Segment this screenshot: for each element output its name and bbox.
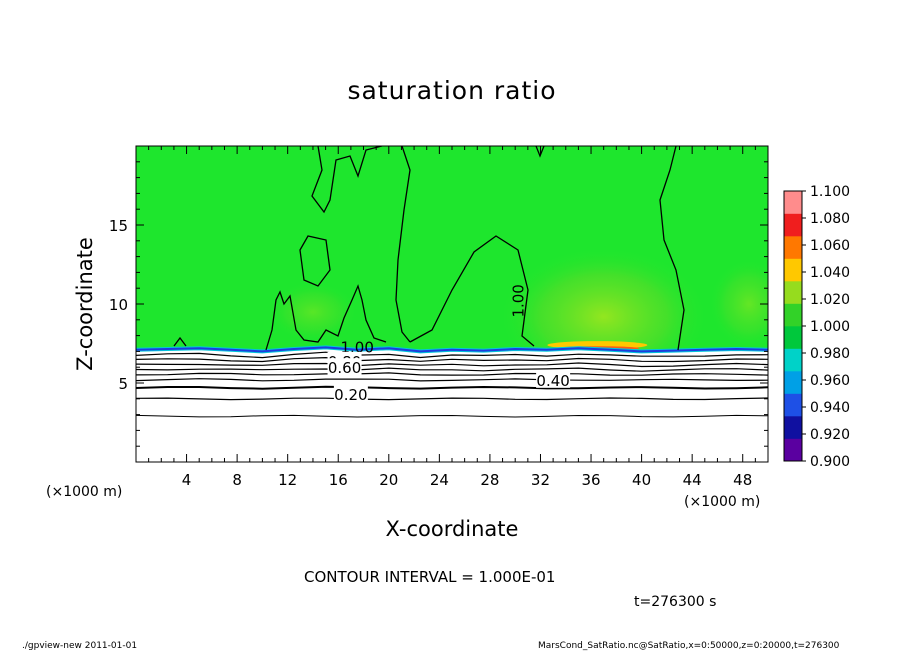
contour-line-1.00 — [535, 146, 545, 158]
colorbar-cell — [784, 258, 802, 282]
moist-region-right — [709, 259, 768, 349]
x-tick-label: 24 — [430, 471, 449, 489]
contour-label-bg — [333, 385, 368, 403]
contour-label: 0.40 — [536, 372, 569, 390]
colorbar-cell — [784, 303, 802, 327]
colorbar-label: 0.940 — [810, 400, 850, 416]
time-stamp: t=276300 s — [634, 594, 717, 610]
cloud-base-rim-blue — [136, 346, 768, 353]
contour-label: 0.60 — [328, 359, 361, 377]
colorbar-cell — [784, 236, 802, 259]
colorbar-label: 1.080 — [810, 211, 850, 227]
colorbar-cell — [784, 438, 802, 462]
colorbar-cell — [784, 371, 802, 394]
colorbar: 1.100 1.080 1.060 1.040 1.020 1.000 0.980 0.960… — [783, 184, 850, 470]
contour-line-1.00 — [265, 284, 387, 351]
dry-region — [136, 347, 768, 462]
contour-lines — [136, 146, 768, 418]
contour-line-subsaturated — [136, 362, 768, 368]
y-axis-title: Z-coordinate — [73, 237, 97, 371]
contour-interval-note: CONTOUR INTERVAL = 1.000E-01 — [304, 568, 556, 586]
chart-title: saturation ratio — [347, 76, 557, 105]
footer-data-source: MarsCond_SatRatio.nc@SatRatio,x=0:50000,… — [538, 641, 840, 651]
y-tick-label: 5 — [118, 375, 128, 393]
x-tick-label: 28 — [480, 471, 499, 489]
plot-area — [136, 146, 768, 462]
contour-line-subsaturated — [136, 372, 768, 376]
x-tick-label: 12 — [278, 471, 297, 489]
colorbar-label: 0.980 — [810, 346, 850, 362]
contour-line-subsaturated — [136, 351, 768, 359]
colorbar-cell — [784, 416, 802, 439]
saturation-shading — [136, 246, 768, 462]
x-axis-title: X-coordinate — [386, 517, 519, 541]
colorbar-cell — [784, 191, 802, 214]
contour-line-subsaturated — [136, 356, 768, 363]
y-unit-label: (×1000 m) — [46, 484, 122, 500]
x-tick-label: 32 — [531, 471, 550, 489]
colorbar-label: 0.960 — [810, 373, 850, 389]
colorbar-label: 0.900 — [810, 454, 850, 470]
contour-label: 1.00 — [510, 284, 528, 317]
colorbar-label: 1.060 — [810, 238, 850, 254]
contour-label: 0.20 — [334, 386, 367, 404]
colorbar-label: 1.100 — [810, 184, 850, 200]
colorbar-label: 1.040 — [810, 265, 850, 281]
contour-line-subsaturated — [136, 397, 768, 401]
contour-line-subsaturated — [136, 385, 768, 390]
colorbar-label: 0.920 — [810, 427, 850, 443]
contour-line-subsaturated — [136, 378, 768, 382]
colorbar-cell — [784, 393, 802, 417]
colorbar-cell — [784, 326, 802, 349]
x-tick-label: 40 — [632, 471, 651, 489]
colorbar-label: 1.000 — [810, 319, 850, 335]
x-tick-label: 16 — [329, 471, 348, 489]
x-tick-label: 44 — [683, 471, 702, 489]
contour-line-1.00 — [299, 235, 331, 287]
contour-labels: 1.001.000.800.600.400.20 — [327, 284, 571, 404]
contour-line-1.00 — [173, 336, 187, 347]
colorbar-cell — [784, 213, 802, 237]
contour-line-1.00 — [311, 146, 383, 214]
x-tick-label: 4 — [182, 471, 192, 489]
x-unit-label: (×1000 m) — [684, 494, 760, 510]
colorbar-cell — [784, 348, 802, 372]
y-tick-label: 10 — [109, 296, 128, 314]
colorbar-label: 1.020 — [810, 292, 850, 308]
x-tick-label: 48 — [733, 471, 752, 489]
contour-line-1.00 — [395, 146, 411, 343]
contour-line-1.00 — [659, 146, 685, 351]
contour-line-1.00 — [409, 235, 535, 347]
moist-region-left — [267, 281, 358, 342]
x-tick-label: 8 — [232, 471, 242, 489]
contour-line-subsaturated — [136, 367, 768, 372]
x-tick-label: 20 — [379, 471, 398, 489]
contour-label-bg — [536, 370, 571, 388]
contour-label-bg — [327, 358, 362, 376]
colorbar-cell — [784, 281, 802, 304]
x-tick-label: 36 — [581, 471, 600, 489]
y-tick-label: 15 — [109, 217, 128, 235]
footer-program-date: ./gpview-new 2011-01-01 — [22, 641, 138, 651]
contour-line-subsaturated — [136, 414, 768, 418]
